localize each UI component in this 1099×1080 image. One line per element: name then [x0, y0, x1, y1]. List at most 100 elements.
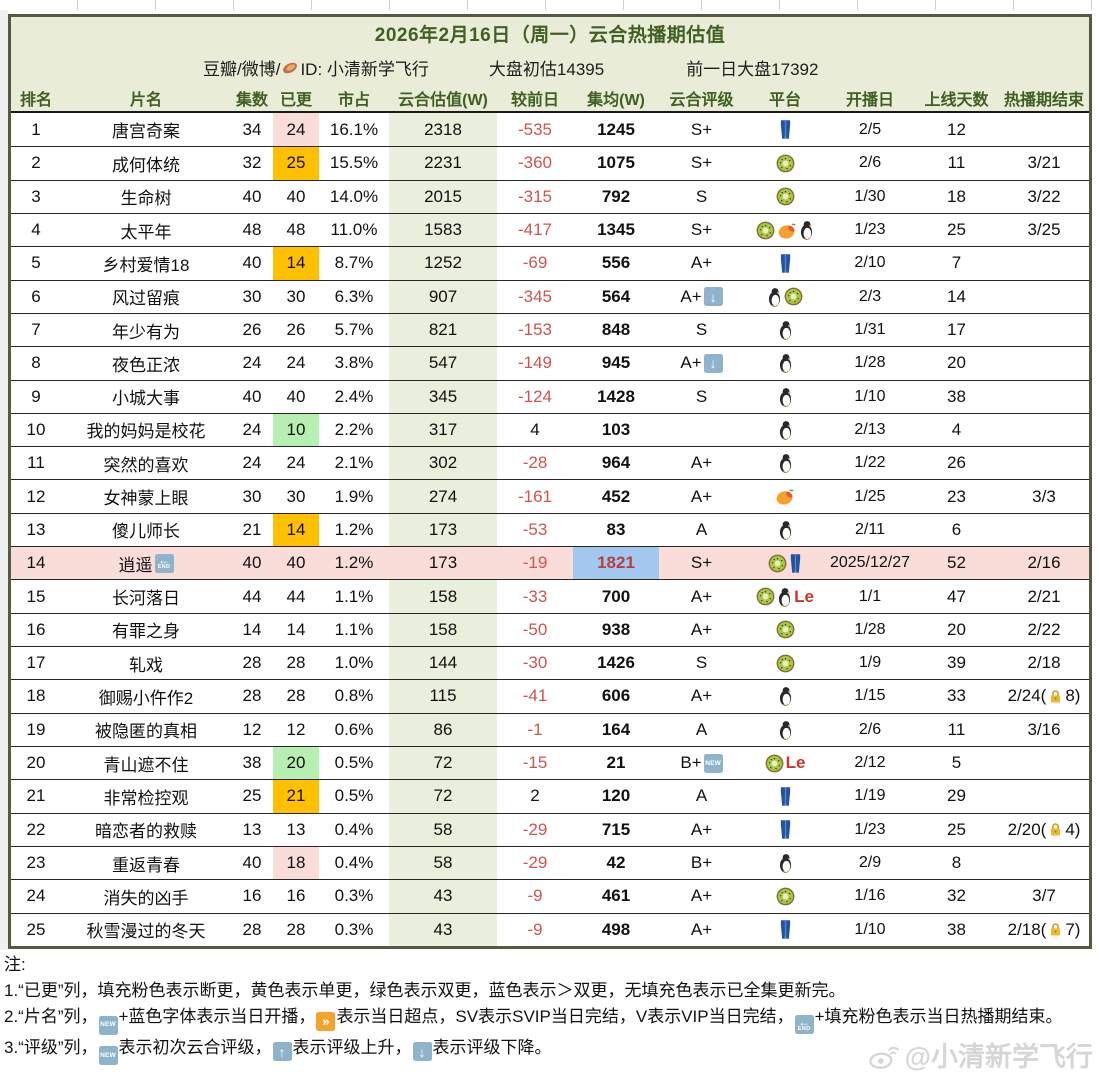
cell-episodes: 30 — [242, 486, 262, 506]
cell-avg: 452 — [601, 486, 631, 506]
cell-rank: 3 — [31, 186, 41, 206]
cell-days-online: 4 — [951, 419, 962, 439]
cell-updated: 28 — [286, 653, 306, 673]
cell-platforms — [744, 113, 826, 146]
cell-delta: -417 — [517, 220, 553, 240]
cell-days-online: 33 — [947, 686, 966, 706]
cell-avg: 21 — [606, 753, 626, 773]
col-header-9: 云合评级 — [669, 92, 734, 109]
cell-premiere: 2/9 — [858, 854, 882, 872]
cell-title: 傻儿师长 — [112, 522, 180, 542]
cell-estimate: 907 — [389, 280, 497, 313]
cell-episodes: 13 — [242, 819, 262, 839]
letv-label: Le — [794, 586, 814, 606]
cell-updated: 40 — [286, 553, 306, 573]
cell-title: 太平年 — [120, 222, 172, 242]
cell-title: 乡村爱情18 — [102, 255, 190, 275]
cell-avg: 556 — [601, 253, 631, 273]
iqiyi-kiwi-icon — [776, 887, 795, 906]
cell-delta: -30 — [522, 653, 548, 673]
new-badge: NEW — [98, 1046, 118, 1065]
rating-down-icon: ↓ — [703, 353, 723, 373]
cell-platforms — [744, 680, 826, 712]
cell-delta: -33 — [522, 586, 548, 606]
cell-episodes: 12 — [242, 719, 262, 739]
cell-avg: 848 — [601, 320, 631, 340]
cell-rating: A+ — [690, 486, 713, 506]
notes-label: 注: — [4, 955, 26, 974]
cell-rank: 24 — [26, 886, 46, 906]
lock-icon — [1048, 689, 1063, 704]
cell-hot-period-end: 2/21 — [1027, 586, 1061, 606]
cell-updated: 18 — [273, 846, 319, 880]
iqiyi-kiwi-icon — [765, 754, 784, 773]
tencent-penguin-icon — [778, 686, 793, 707]
iqiyi-kiwi-icon — [756, 587, 775, 606]
cell-days-online: 20 — [947, 353, 966, 373]
rating-down-icon: ↓ — [412, 1042, 432, 1061]
cell-estimate: 115 — [389, 680, 497, 713]
cell-days-online: 38 — [947, 386, 966, 406]
cell-rating: S+ — [690, 153, 713, 173]
cell-hot-period-end: 3/25 — [1027, 220, 1061, 240]
cell-delta: -19 — [522, 553, 548, 573]
cell-updated: 24 — [286, 453, 306, 473]
cell-premiere: 2/10 — [854, 254, 886, 272]
youku-jeans-icon — [779, 253, 792, 274]
cell-rank: 18 — [26, 686, 46, 706]
spreadsheet-left-strip — [0, 10, 8, 950]
cell-premiere: 1/10 — [854, 920, 886, 938]
cell-platforms — [744, 480, 826, 512]
end-badge: ← END — [154, 553, 174, 573]
cell-delta: -535 — [517, 119, 553, 139]
iqiyi-kiwi-icon — [784, 287, 803, 306]
table-body: 1 唐宫奇案 34 24 16.1% 2318 -535 1245 S+ 2/5 12 2 成何体统 32… — [11, 113, 1089, 946]
cell-premiere: 2/6 — [858, 154, 882, 172]
col-header-4: 已更 — [279, 92, 312, 109]
cell-episodes: 24 — [242, 419, 262, 439]
cell-hot-period-end — [999, 747, 1089, 779]
col-header-2: 片名 — [129, 92, 162, 109]
table-row-24: 24 消失的凶手 16 16 0.3% 43 -9 461 A+ 1/16 32 3/7 — [11, 879, 1089, 913]
cell-rating: A+ — [690, 919, 713, 939]
cell-updated: 13 — [286, 819, 306, 839]
cell-premiere: 1/15 — [854, 687, 886, 705]
cell-days-online: 11 — [947, 153, 966, 173]
cell-episodes: 28 — [242, 686, 262, 706]
cell-premiere: 2025/12/27 — [829, 554, 911, 572]
table-row-11: 11 突然的喜欢 24 24 2.1% 302 -28 964 A+ 1/22 26 — [11, 446, 1089, 480]
cell-rank: 7 — [31, 320, 41, 340]
cell-platforms: Le — [744, 747, 826, 779]
cell-rank: 8 — [31, 353, 41, 373]
cell-updated: 40 — [286, 186, 306, 206]
cell-hot-period-end — [999, 414, 1089, 446]
fast-forward-badge: » — [316, 1011, 336, 1031]
new-badge: NEW — [98, 1015, 118, 1035]
cell-delta: -124 — [517, 386, 553, 406]
cell-delta: 4 — [530, 419, 540, 439]
cell-platforms — [744, 614, 826, 646]
cell-days-online: 52 — [947, 553, 966, 573]
tencent-penguin-icon — [777, 587, 792, 607]
table-row-2: 2 成何体统 32 25 15.5% 2231 -360 1075 S+ 2/6 11 3/21 — [11, 146, 1089, 180]
cell-episodes: 26 — [242, 320, 262, 340]
cell-rating: B+ — [690, 853, 713, 873]
cell-rating: S — [695, 653, 708, 673]
note-line-2: 2.“片名”列， NEW +蓝色字体表示当日开播，» 表示当日超点，SV表示SVIP当… — [4, 1004, 1094, 1035]
cell-rating: S+ — [690, 553, 713, 573]
table-row-9: 9 小城大事 40 40 2.4% 345 -124 1428 S 1/10 38 — [11, 379, 1089, 413]
cell-updated: 14 — [273, 513, 319, 547]
cell-platforms — [744, 814, 826, 846]
cell-rating: S+ — [690, 119, 713, 139]
cell-title: 我的妈妈是校花 — [86, 422, 206, 442]
cell-platforms — [744, 847, 826, 879]
note-line-1: 1.“已更”列，填充粉色表示断更，黄色表示单更，绿色表示双更，蓝色表示＞双更，无… — [4, 981, 846, 1000]
cell-updated: 20 — [273, 746, 319, 780]
table-row-14: 14 逍遥 ← END 40 40 1.2% 173 -19 1821 S+ 2025/12/27 52… — [11, 546, 1089, 580]
cell-updated: 28 — [286, 919, 306, 939]
iqiyi-kiwi-icon — [776, 187, 795, 206]
cell-rating: B+ NEW — [680, 753, 723, 773]
table-row-1: 1 唐宫奇案 34 24 16.1% 2318 -535 1245 S+ 2/5 12 — [11, 113, 1089, 147]
cell-rating: A+ ↓ — [659, 281, 744, 313]
cell-platforms — [744, 347, 826, 379]
